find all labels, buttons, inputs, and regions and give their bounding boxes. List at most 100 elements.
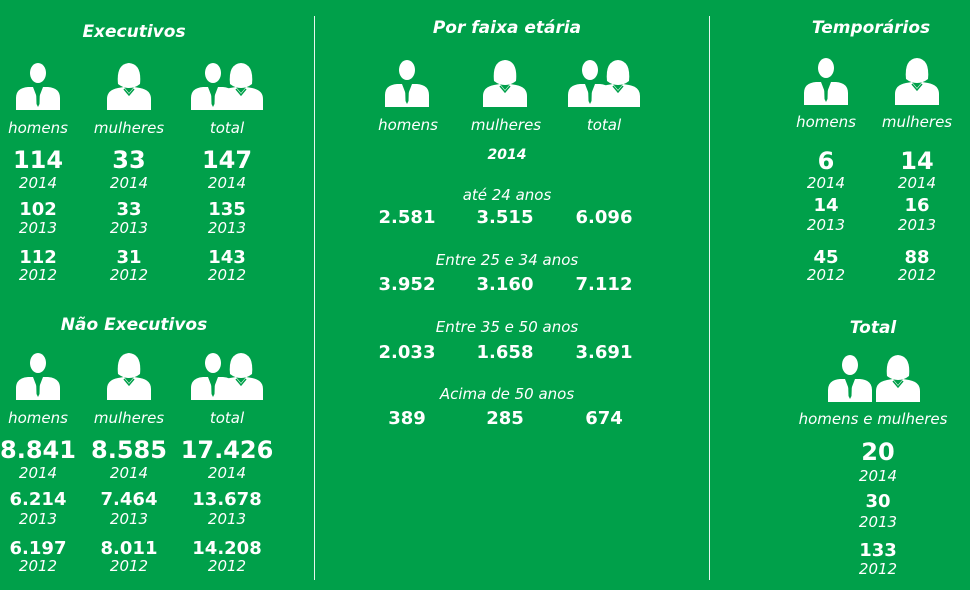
nao-executivos-2013-total: 13.678 xyxy=(192,489,262,510)
temporarios-2014-year-homens: 2014 xyxy=(806,174,846,192)
executivos-2014-year-mulheres: 2014 xyxy=(109,174,149,192)
faixa-etaria-group-homens: 2.033 xyxy=(378,342,436,363)
executivos-2014-homens: 114 xyxy=(12,146,64,174)
faixa-etaria-label-total: total xyxy=(586,116,622,134)
nao-executivos-2012-year-mulheres: 2012 xyxy=(109,557,149,575)
nao-executivos-2013-homens: 6.214 xyxy=(9,489,67,510)
woman-icon xyxy=(892,55,942,105)
nao-executivos-label-total: total xyxy=(209,409,245,427)
nao-executivos-2012-year-total: 2012 xyxy=(207,557,247,575)
faixa-etaria-group-total: 674 xyxy=(585,408,623,429)
woman-icon xyxy=(480,57,530,107)
temporarios-2013-mulheres: 16 xyxy=(904,195,930,216)
executivos-label-homens: homens xyxy=(8,119,68,137)
faixa-etaria-group-mulheres: 3.515 xyxy=(476,207,534,228)
executivos-2013-year-total: 2013 xyxy=(207,219,247,237)
faixa-etaria-group-label: Acima de 50 anos xyxy=(439,385,575,403)
executivos-2013-year-mulheres: 2013 xyxy=(109,219,149,237)
nao-executivos-label-homens: homens xyxy=(8,409,68,427)
temporarios-2012-year-homens: 2012 xyxy=(806,266,846,284)
temporarios-2013-year-homens: 2013 xyxy=(806,216,846,234)
group-icon xyxy=(568,59,641,107)
faixa-etaria-label-homens: homens xyxy=(378,116,438,134)
divider-right xyxy=(709,16,710,580)
temporarios-title: Temporários xyxy=(811,18,931,38)
temporarios-2013-year-mulheres: 2013 xyxy=(897,216,937,234)
nao-executivos-2014-year-mulheres: 2014 xyxy=(109,464,149,482)
man-icon xyxy=(801,55,851,105)
group-icon xyxy=(191,352,264,400)
nao-executivos-2012-mulheres: 8.011 xyxy=(100,538,158,559)
executivos-2013-total: 135 xyxy=(208,199,246,220)
woman-icon xyxy=(873,352,923,402)
man-icon xyxy=(382,57,432,107)
man-icon xyxy=(825,352,875,402)
total-2013-value: 30 xyxy=(865,491,891,512)
executivos-label-total: total xyxy=(209,119,245,137)
temporarios-2014-year-mulheres: 2014 xyxy=(897,174,937,192)
executivos-2012-year-total: 2012 xyxy=(207,266,247,284)
temporarios-2012-mulheres: 88 xyxy=(904,247,930,268)
nao-executivos-2014-year-total: 2014 xyxy=(207,464,247,482)
executivos-2013-year-homens: 2013 xyxy=(18,219,58,237)
faixa-etaria-title: Por faixa etária xyxy=(432,18,582,38)
faixa-etaria-group-homens: 2.581 xyxy=(378,207,436,228)
total-title: Total xyxy=(849,318,897,338)
temporarios-2014-mulheres: 14 xyxy=(900,147,934,175)
divider-left xyxy=(314,16,315,580)
faixa-etaria-group-label: Entre 35 e 50 anos xyxy=(435,318,579,336)
temporarios-2013-homens: 14 xyxy=(813,195,839,216)
total-2014-year: 2014 xyxy=(858,467,898,485)
faixa-etaria-year: 2014 xyxy=(487,147,527,163)
nao-executivos-2013-year-mulheres: 2013 xyxy=(109,510,149,528)
nao-executivos-2014-year-homens: 2014 xyxy=(18,464,58,482)
faixa-etaria-group-total: 3.691 xyxy=(575,342,633,363)
total-2014-value: 20 xyxy=(861,438,895,466)
executivos-2014-year-total: 2014 xyxy=(207,174,247,192)
executivos-2013-mulheres: 33 xyxy=(116,199,142,220)
total-label: homens e mulheres xyxy=(798,410,948,428)
executivos-2014-mulheres: 33 xyxy=(112,146,146,174)
faixa-etaria-label-mulheres: mulheres xyxy=(470,116,542,134)
faixa-etaria-group-mulheres: 1.658 xyxy=(476,342,534,363)
nao-executivos-2013-mulheres: 7.464 xyxy=(100,489,158,510)
nao-executivos-2013-year-total: 2013 xyxy=(207,510,247,528)
faixa-etaria-group-mulheres: 285 xyxy=(486,408,524,429)
faixa-etaria-group-label: Entre 25 e 34 anos xyxy=(435,251,579,269)
executivos-2014-total: 147 xyxy=(201,146,253,174)
woman-icon xyxy=(104,60,154,110)
nao-executivos-2012-total: 14.208 xyxy=(192,538,262,559)
group-icon xyxy=(191,62,264,110)
executivos-2012-mulheres: 31 xyxy=(116,247,142,268)
faixa-etaria-group-total: 7.112 xyxy=(575,274,633,295)
executivos-2012-year-mulheres: 2012 xyxy=(109,266,149,284)
nao-executivos-2014-mulheres: 8.585 xyxy=(91,436,167,464)
nao-executivos-label-mulheres: mulheres xyxy=(93,409,165,427)
faixa-etaria-group-homens: 3.952 xyxy=(378,274,436,295)
temporarios-2012-homens: 45 xyxy=(813,247,839,268)
man-icon xyxy=(13,60,63,110)
temporarios-label-homens: homens xyxy=(796,113,856,131)
nao-executivos-2014-total: 17.426 xyxy=(180,436,274,464)
woman-icon xyxy=(104,350,154,400)
total-2013-year: 2013 xyxy=(858,513,898,531)
nao-executivos-2012-homens: 6.197 xyxy=(9,538,67,559)
total-2012-value: 133 xyxy=(859,540,897,561)
faixa-etaria-group-homens: 389 xyxy=(388,408,426,429)
nao-executivos-2012-year-homens: 2012 xyxy=(18,557,58,575)
nao-executivos-2013-year-homens: 2013 xyxy=(18,510,58,528)
temporarios-label-mulheres: mulheres xyxy=(881,113,953,131)
nao-executivos-title: Não Executivos xyxy=(60,315,208,335)
man-icon xyxy=(13,350,63,400)
temporarios-2014-homens: 6 xyxy=(817,147,835,175)
executivos-2012-total: 143 xyxy=(208,247,246,268)
total-2012-year: 2012 xyxy=(858,560,898,578)
executivos-title: Executivos xyxy=(82,22,186,42)
executivos-2012-homens: 112 xyxy=(19,247,57,268)
faixa-etaria-group-label: até 24 anos xyxy=(462,186,552,204)
faixa-etaria-group-total: 6.096 xyxy=(575,207,633,228)
executivos-2013-homens: 102 xyxy=(19,199,57,220)
temporarios-2012-year-mulheres: 2012 xyxy=(897,266,937,284)
executivos-label-mulheres: mulheres xyxy=(93,119,165,137)
executivos-2012-year-homens: 2012 xyxy=(18,266,58,284)
